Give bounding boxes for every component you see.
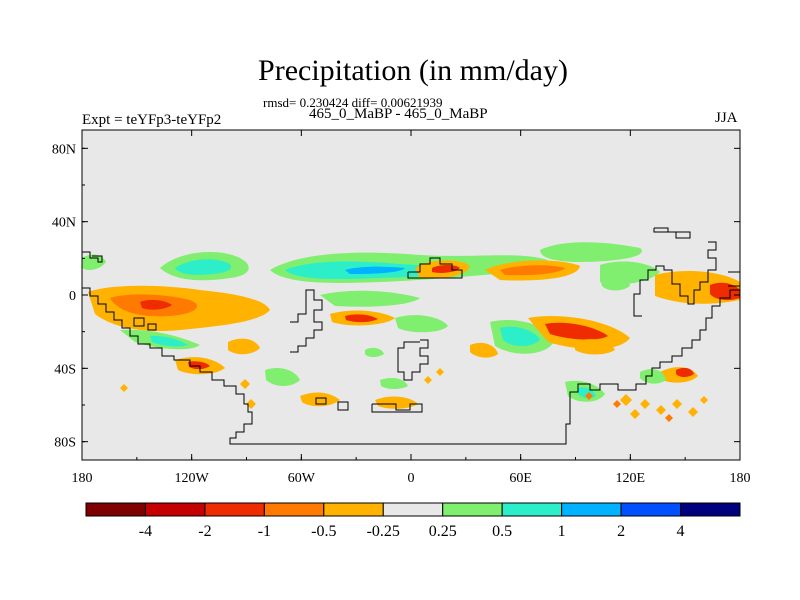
colorbar-bin (204, 502, 265, 517)
outline-w-africa (290, 289, 323, 353)
outline-central-america (82, 251, 103, 263)
x-tick-label: 60E (509, 471, 532, 486)
outline-island-5 (147, 323, 157, 331)
map-title: Precipitation (in mm/day) (258, 54, 568, 87)
y-tick-label: 0 (69, 289, 76, 304)
fill-nw-pacific (540, 242, 642, 262)
colorbar-bin (263, 502, 325, 517)
fill-africa-n-core (432, 265, 460, 273)
colorbar-label: 0.5 (492, 523, 512, 540)
fill-atl-green (395, 315, 448, 333)
experiment-label: Expt = teYFp3-teYFp2 (82, 112, 222, 128)
outline-africa-east (397, 339, 429, 381)
fill-band-n1-core (175, 259, 232, 275)
fill-io-red (545, 322, 608, 340)
fill-so-green (265, 368, 300, 386)
land-outlines (82, 227, 740, 445)
y-tick-label: 80S (54, 436, 76, 451)
fill-se-pacific-peak (140, 299, 172, 310)
y-tick-label: 80N (52, 142, 76, 157)
fill-nw-edge (82, 254, 106, 270)
colorbar: -4 -2 -1 -0.5 -0.25 0.25 0.5 1 2 4 (85, 502, 741, 540)
fill-india-n-core (500, 265, 565, 276)
colorbar-label: -2 (198, 523, 211, 540)
fill-se-green-core (150, 335, 188, 347)
fill-so-green2 (380, 378, 408, 389)
fill-chile-core (188, 361, 210, 370)
x-tick-label: 180 (730, 471, 751, 486)
fill-w-pacific-core (710, 282, 740, 301)
map-subtitle: 465_0_MaBP - 465_0_MaBP (309, 106, 488, 122)
x-tick-label: 120E (616, 471, 646, 486)
colorbar-bin (501, 502, 563, 517)
y-tick-label: 40S (54, 362, 76, 377)
colorbar-bin (382, 502, 444, 517)
x-tick-label: 0 (408, 471, 415, 486)
outline-africa (407, 257, 463, 279)
colorbar-bin (85, 502, 146, 517)
fill-io-s (470, 342, 498, 358)
y-tick-label: 40N (52, 216, 76, 231)
x-tick-label: 120W (175, 471, 210, 486)
outline-south-america (82, 287, 740, 445)
fill-io-s2 (575, 339, 615, 355)
outline-island-2 (371, 403, 423, 413)
outline-asia-n (653, 227, 691, 239)
anomaly-fills (82, 242, 740, 422)
colorbar-bin (620, 502, 682, 517)
x-tick-label: 60W (288, 471, 316, 486)
fill-sh-green (365, 347, 384, 357)
fill-io-cyan (500, 326, 540, 346)
fill-enso-west (600, 275, 630, 291)
outline-island-4 (133, 317, 145, 327)
fill-band-n2-peak (345, 266, 405, 274)
colorbar-label: -0.25 (367, 523, 400, 540)
colorbar-label: -4 (139, 523, 152, 540)
outline-asia-e (633, 241, 717, 317)
outline-island-3 (315, 397, 327, 405)
colorbar-label: 2 (617, 523, 625, 540)
stats-line: rmsd= 0.230424 diff= 0.00621939 (263, 95, 443, 110)
fill-atl-eq (320, 290, 420, 307)
colorbar-label: -1 (258, 523, 271, 540)
colorbar-label: 4 (677, 523, 685, 540)
season-label: JJA (715, 110, 738, 126)
fill-so-orange1 (300, 392, 340, 407)
fill-aus-s-core (676, 367, 694, 377)
colorbar-bin (442, 502, 503, 517)
colorbar-label: 0.25 (429, 523, 457, 540)
colorbar-bin (680, 502, 741, 517)
colorbar-bin (561, 502, 622, 517)
colorbar-bin (144, 502, 206, 517)
colorbar-bin (323, 502, 384, 517)
colorbar-label: -0.5 (311, 523, 336, 540)
fill-atl-s-core (345, 314, 378, 323)
outline-island-1 (337, 401, 349, 411)
colorbar-label: 1 (558, 523, 566, 540)
fill-sa-orange (228, 338, 260, 355)
x-tick-label: 180 (72, 471, 93, 486)
axis-group: 180 120W 60W 0 60E 120E 180 80N 40N 0 40S 80S (52, 130, 751, 486)
fill-so-orange2 (375, 396, 418, 409)
